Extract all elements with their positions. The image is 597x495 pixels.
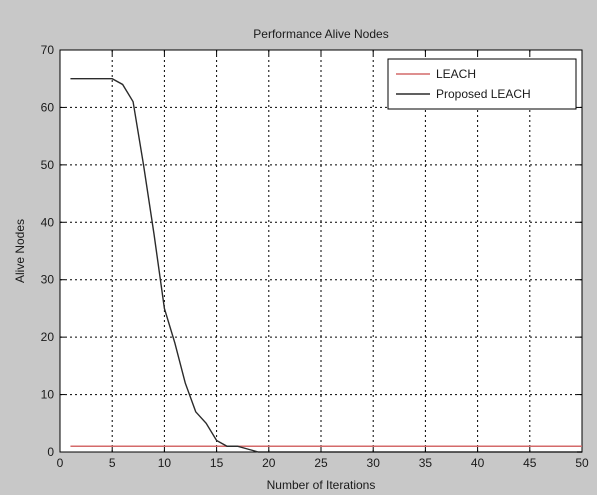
- x-tick-label: 45: [523, 456, 537, 470]
- x-tick-label: 30: [367, 456, 381, 470]
- y-tick-label: 30: [41, 273, 55, 287]
- x-tick-label: 5: [109, 456, 116, 470]
- y-tick-label: 70: [41, 43, 55, 57]
- x-tick-label: 25: [314, 456, 328, 470]
- grid-lines: [60, 50, 582, 452]
- y-axis-title: Alive Nodes: [13, 219, 27, 283]
- x-tick-label: 20: [262, 456, 276, 470]
- legend: LEACH Proposed LEACH: [387, 58, 577, 110]
- x-tick-label: 10: [158, 456, 172, 470]
- x-tick-label: 15: [210, 456, 224, 470]
- x-axis-title: Number of Iterations: [267, 478, 376, 492]
- legend-label: Proposed LEACH: [436, 87, 531, 101]
- y-tick-label: 50: [41, 158, 55, 172]
- axis-ticks: 0 5 10 15 20 25 30 35 40 45 50 0 10 20 30 40 50 60 70: [41, 43, 589, 470]
- y-tick-label: 40: [41, 215, 55, 229]
- legend-box: [387, 58, 577, 110]
- series-line-proposed-leach: [70, 78, 582, 453]
- y-tick-label: 10: [41, 388, 55, 402]
- x-tick-label: 50: [575, 456, 589, 470]
- series-lines: [70, 78, 582, 453]
- x-tick-label: 40: [471, 456, 485, 470]
- y-tick-label: 60: [41, 100, 55, 114]
- legend-label: LEACH: [436, 67, 476, 81]
- x-tick-label: 0: [57, 456, 64, 470]
- y-tick-label: 20: [41, 330, 55, 344]
- chart-title: Performance Alive Nodes: [253, 27, 388, 41]
- y-tick-label: 0: [47, 445, 54, 459]
- x-tick-label: 35: [419, 456, 433, 470]
